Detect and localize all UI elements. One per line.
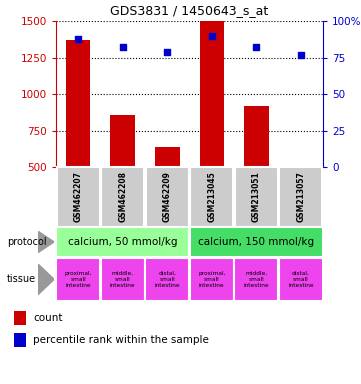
Bar	[190, 167, 233, 227]
Text: GSM462209: GSM462209	[163, 171, 172, 222]
Text: GSM462207: GSM462207	[74, 171, 83, 222]
Bar	[200, 21, 224, 167]
Bar	[66, 40, 91, 167]
Bar	[14, 333, 26, 347]
Text: GSM462208: GSM462208	[118, 171, 127, 222]
Bar	[190, 258, 234, 301]
Text: proximal,
small
intestine: proximal, small intestine	[65, 271, 92, 288]
Text: percentile rank within the sample: percentile rank within the sample	[33, 335, 209, 345]
Point	[298, 51, 304, 58]
Text: calcium, 50 mmol/kg: calcium, 50 mmol/kg	[68, 237, 178, 247]
Text: protocol: protocol	[7, 237, 47, 247]
Bar	[56, 227, 189, 257]
Text: distal,
small
intestine: distal, small intestine	[288, 271, 314, 288]
Bar	[146, 167, 189, 227]
Text: distal,
small
intestine: distal, small intestine	[155, 271, 180, 288]
Bar	[235, 167, 278, 227]
Point	[209, 33, 215, 39]
Bar	[101, 258, 144, 301]
Bar	[56, 258, 100, 301]
Bar	[101, 167, 144, 227]
Point	[75, 36, 81, 42]
Text: GSM213045: GSM213045	[207, 171, 216, 222]
Title: GDS3831 / 1450643_s_at: GDS3831 / 1450643_s_at	[110, 4, 269, 17]
Bar	[288, 166, 313, 167]
Bar	[57, 167, 100, 227]
Polygon shape	[38, 231, 54, 253]
Bar	[279, 258, 323, 301]
Point	[253, 44, 259, 50]
Bar	[145, 258, 189, 301]
Bar	[110, 114, 135, 167]
Bar	[279, 167, 322, 227]
Bar	[14, 311, 26, 325]
Text: middle,
small
intestine: middle, small intestine	[244, 271, 269, 288]
Text: calcium, 150 mmol/kg: calcium, 150 mmol/kg	[198, 237, 314, 247]
Point	[164, 49, 170, 55]
Text: GSM213057: GSM213057	[296, 171, 305, 222]
Text: proximal,
small
intestine: proximal, small intestine	[198, 271, 226, 288]
Text: count: count	[33, 313, 62, 323]
Bar	[235, 258, 278, 301]
Text: GSM213051: GSM213051	[252, 171, 261, 222]
Bar	[244, 106, 269, 167]
Point	[120, 44, 126, 50]
Bar	[190, 227, 323, 257]
Bar	[155, 147, 179, 167]
Polygon shape	[38, 264, 54, 295]
Text: middle,
small
intestine: middle, small intestine	[110, 271, 135, 288]
Text: tissue: tissue	[7, 274, 36, 285]
